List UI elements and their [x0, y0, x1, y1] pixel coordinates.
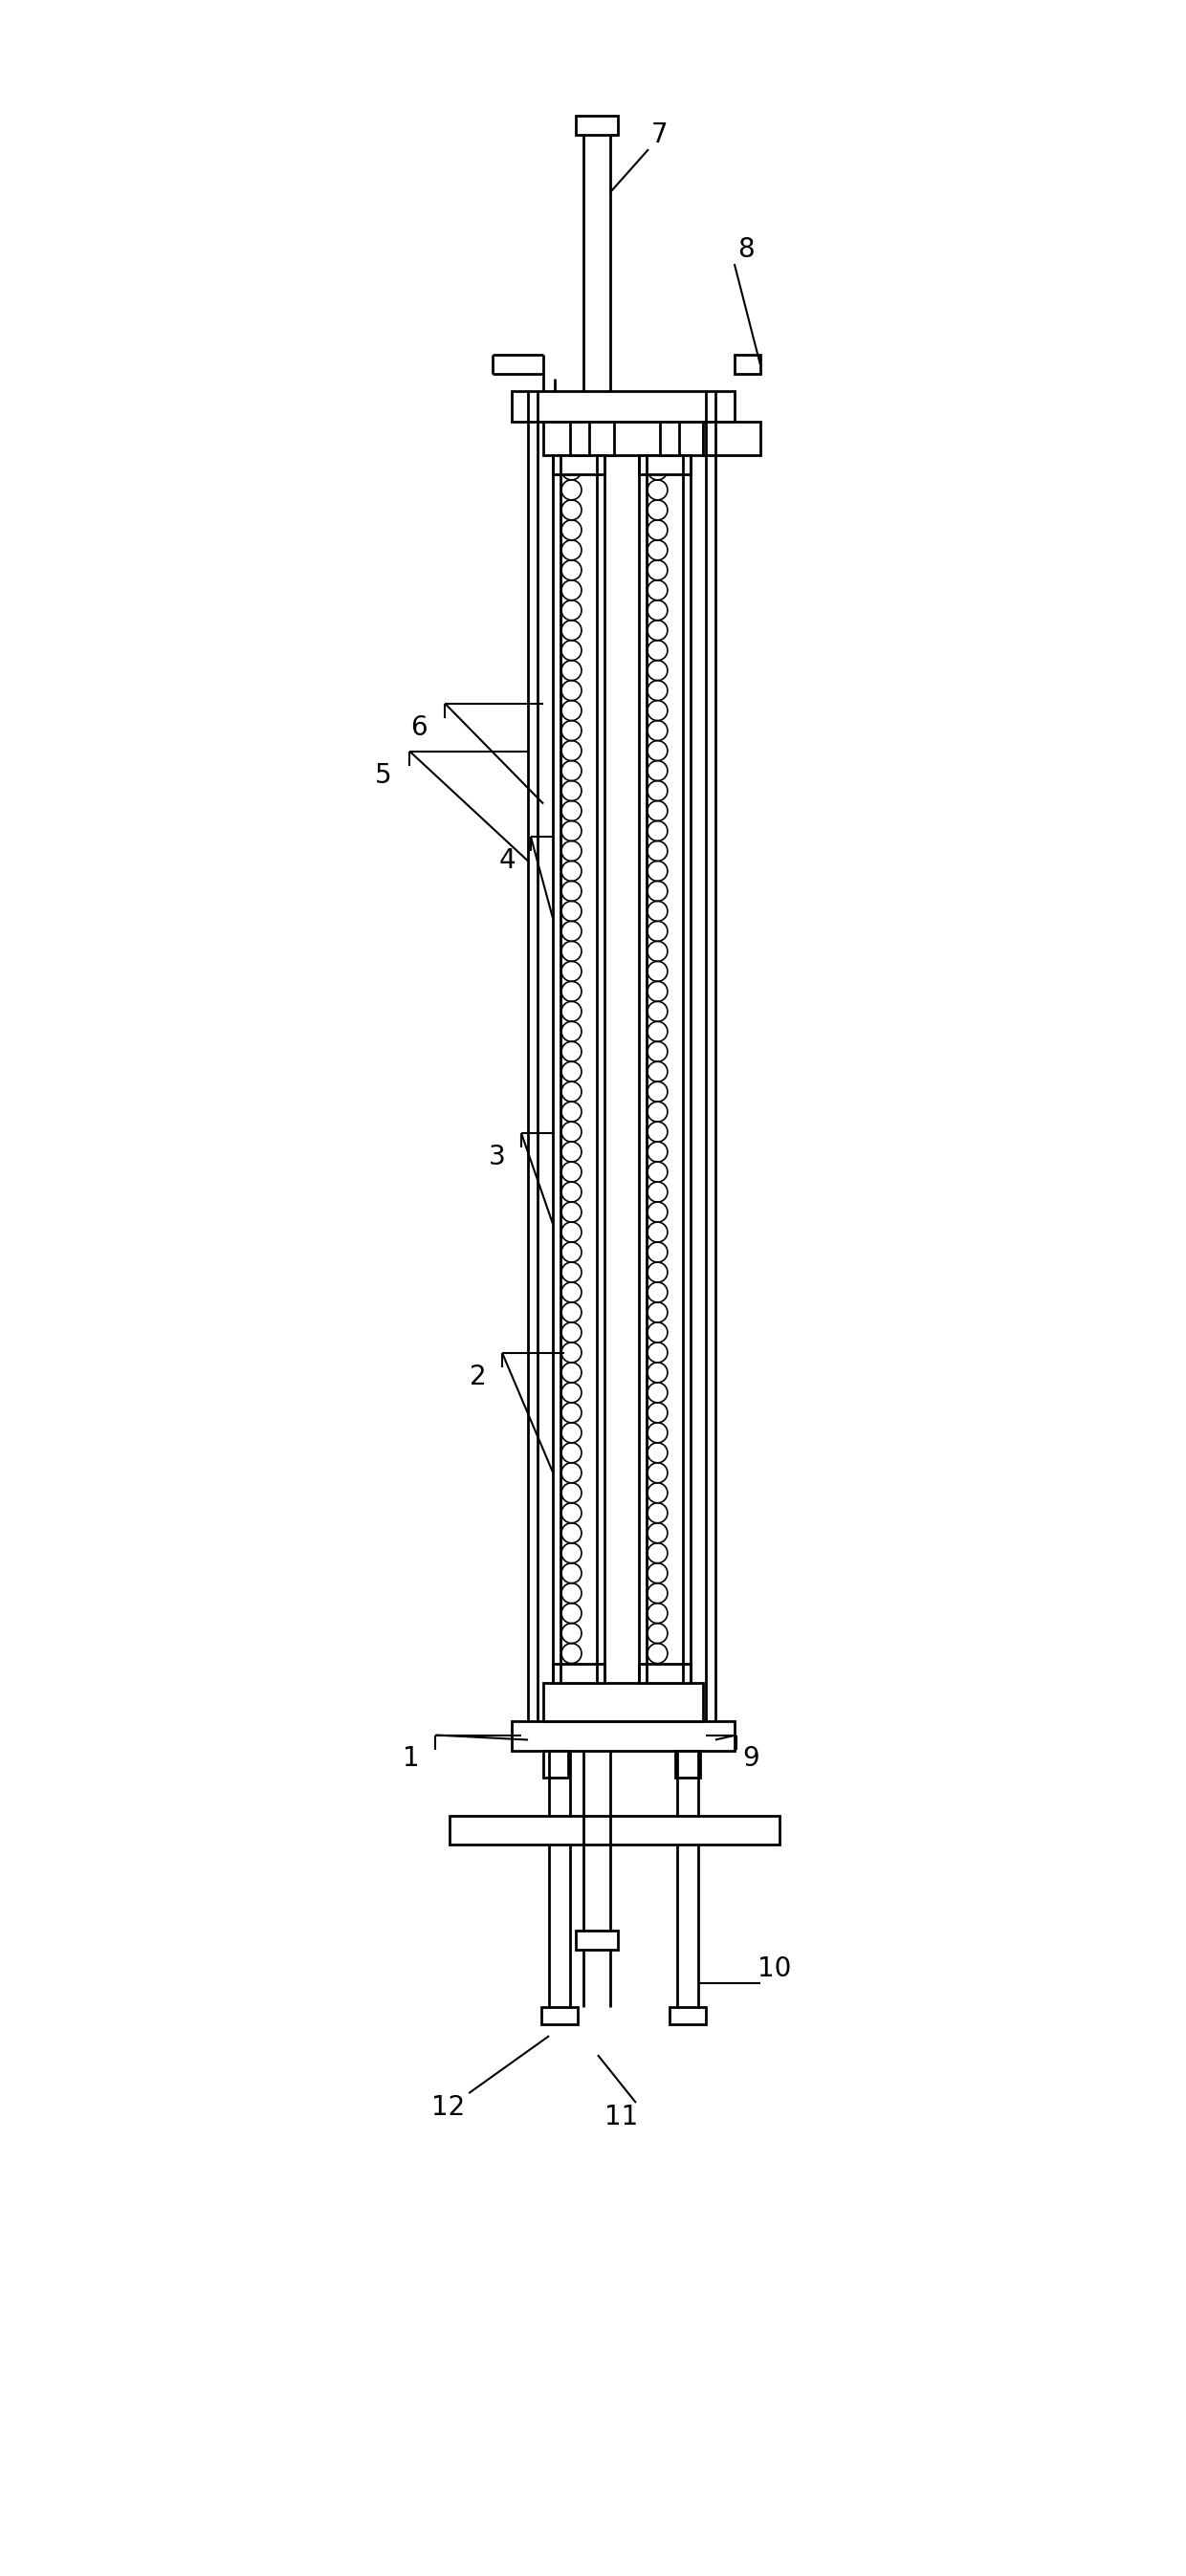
Bar [541, 2007, 578, 2025]
Bar [575, 1932, 618, 1950]
Text: 9: 9 [742, 1747, 759, 1772]
Text: 7: 7 [651, 121, 669, 149]
Bar [659, 422, 680, 456]
Text: 1: 1 [403, 1747, 420, 1772]
Text: 4: 4 [498, 848, 516, 873]
Text: 11: 11 [605, 2105, 638, 2130]
Text: 6: 6 [410, 714, 427, 742]
Bar [512, 1721, 734, 1752]
Text: 5: 5 [375, 762, 391, 788]
Bar [734, 355, 760, 374]
Text: 2: 2 [470, 1363, 486, 1391]
Bar [570, 422, 589, 456]
Bar [575, 116, 618, 134]
Text: 12: 12 [431, 2094, 465, 2120]
Bar [639, 1664, 690, 1682]
Text: 8: 8 [738, 237, 754, 263]
Bar [703, 422, 760, 456]
Bar [449, 1816, 779, 1844]
Text: 3: 3 [489, 1144, 506, 1170]
Bar [543, 422, 703, 456]
Bar [512, 392, 734, 422]
Bar [553, 1664, 605, 1682]
Bar [553, 456, 605, 474]
Bar [543, 1752, 568, 1777]
Bar [675, 1752, 700, 1777]
Bar [639, 456, 690, 474]
Bar [669, 2007, 706, 2025]
Bar [543, 1682, 703, 1721]
Bar [581, 422, 614, 456]
Text: 10: 10 [758, 1955, 791, 1984]
